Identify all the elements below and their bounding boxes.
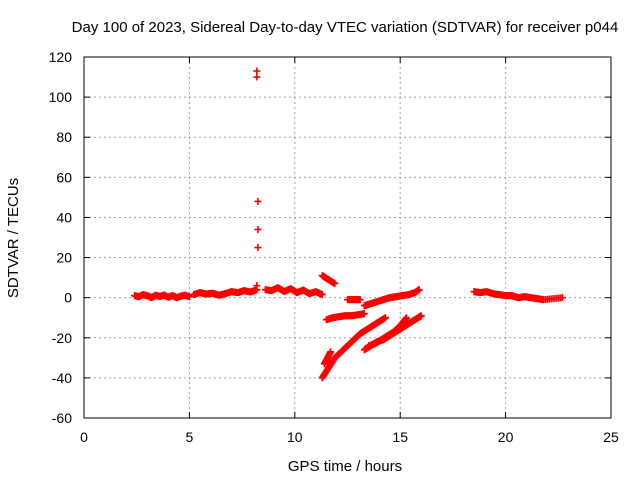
x-tick-label: 10	[287, 429, 303, 445]
series-band4	[470, 288, 567, 304]
x-tick-label: 20	[498, 429, 514, 445]
data-point	[327, 348, 335, 356]
series-desc1	[318, 272, 339, 288]
data-point	[415, 286, 423, 294]
y-tick-label: 40	[56, 209, 72, 225]
x-axis-label: GPS time / hours	[288, 458, 402, 475]
series-steep2	[320, 348, 335, 368]
x-tick-label: 15	[392, 429, 408, 445]
series-band2	[190, 286, 261, 299]
y-tick-label: -60	[52, 410, 72, 426]
data-layer	[131, 67, 567, 382]
data-point	[381, 314, 389, 322]
series-spikes	[253, 67, 262, 290]
data-point	[254, 244, 262, 252]
y-tick-label: 60	[56, 169, 72, 185]
data-point	[185, 293, 193, 301]
data-point	[253, 282, 261, 290]
y-tick-label: 80	[56, 129, 72, 145]
data-point	[253, 67, 261, 75]
series-flat_zero	[344, 296, 364, 304]
series-steep1	[318, 314, 389, 382]
x-tick-label: 5	[186, 429, 194, 445]
series-slant2	[365, 314, 411, 350]
data-point	[417, 312, 425, 320]
x-tick-label: 25	[603, 429, 619, 445]
data-point	[356, 296, 364, 304]
grid-layer	[84, 57, 611, 418]
y-tick-label: 120	[49, 49, 73, 65]
data-point	[559, 294, 567, 302]
y-tick-label: 0	[64, 290, 72, 306]
series-flat_neg	[322, 310, 368, 324]
axes-layer: 0 5 10 15 20 25 -60 -40 -20 0 20 40 60 80 100 120	[49, 49, 619, 445]
y-tick-label: 20	[56, 250, 72, 266]
x-tick-label: 0	[80, 429, 88, 445]
y-axis-label: SDTVAR / TECUs	[5, 178, 22, 298]
data-point	[403, 314, 411, 322]
data-point	[318, 291, 326, 299]
y-tick-label: -20	[52, 330, 72, 346]
plot-frame	[83, 56, 612, 419]
series-band1	[131, 291, 193, 302]
data-point	[254, 197, 262, 205]
series-band3	[261, 284, 326, 299]
chart-title: Day 100 of 2023, Sidereal Day-to-day VTE…	[72, 19, 619, 36]
data-point	[254, 225, 262, 233]
y-tick-label: 100	[49, 89, 73, 105]
data-point	[331, 280, 339, 288]
data-point	[253, 73, 261, 81]
data-point	[360, 310, 368, 318]
y-tick-label: -40	[52, 370, 72, 386]
series-rising	[360, 286, 423, 310]
